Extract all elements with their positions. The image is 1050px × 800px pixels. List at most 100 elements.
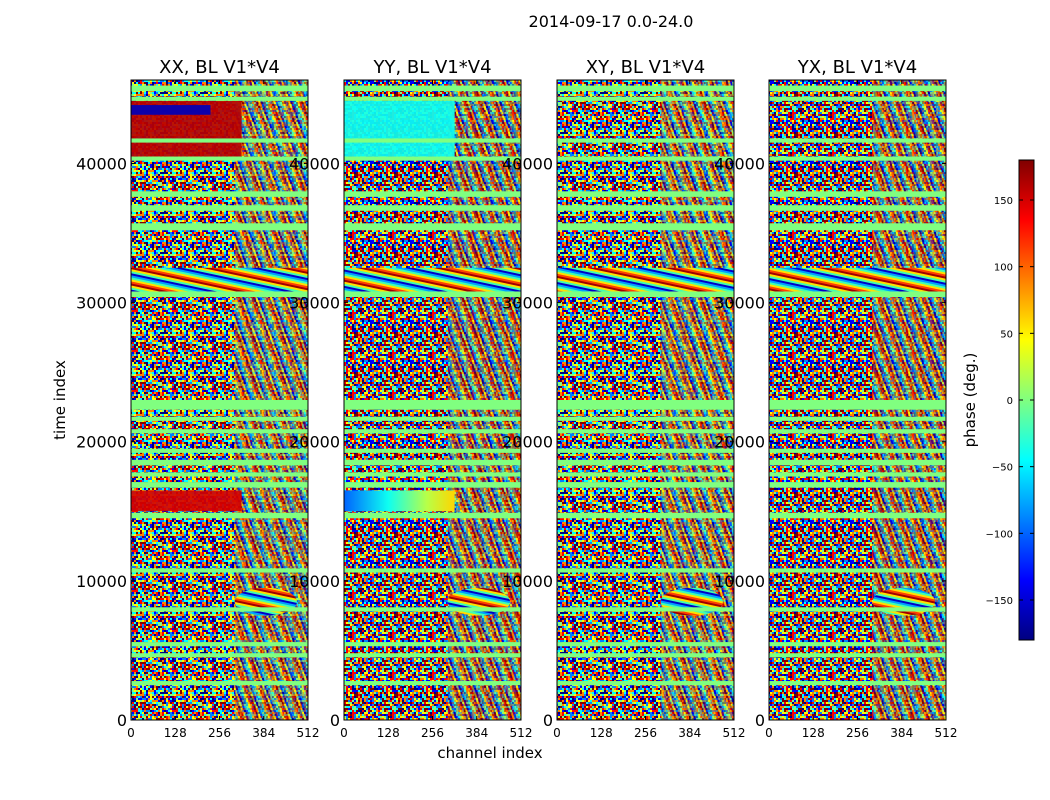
y-tick-label: 40000 [289, 154, 340, 173]
flagged-band [344, 416, 521, 421]
flagged-band [344, 429, 521, 434]
flagged-band [769, 138, 946, 143]
flagged-band [557, 681, 734, 686]
flagged-band [769, 642, 946, 647]
x-tick-label: 0 [340, 726, 348, 740]
flagged-band [557, 223, 734, 231]
panel-title-xx: XX, BL V1*V4 [159, 57, 280, 78]
feature-fringe-wedge-xx [131, 267, 308, 295]
y-tick-label: 0 [755, 711, 765, 730]
x-tick-label: 512 [510, 726, 533, 740]
flagged-band [344, 512, 521, 519]
panel-xy [556, 79, 735, 721]
flagged-band [131, 429, 308, 434]
panel-yy [343, 79, 522, 721]
colorbar-tick-label: 0 [1007, 396, 1013, 407]
y-tick-label: 30000 [76, 294, 127, 313]
flagged-band [769, 482, 946, 488]
flagged-band [344, 96, 521, 101]
flagged-band [131, 512, 308, 519]
flagged-band [344, 291, 521, 298]
flagged-band [557, 512, 734, 519]
panel-title-xy: XY, BL V1*V4 [586, 57, 705, 78]
feature-fringe-wedge-yx [769, 267, 946, 295]
y-tick-label: 10000 [502, 572, 553, 591]
flagged-band [769, 681, 946, 686]
flagged-band [557, 429, 734, 434]
flagged-band [769, 472, 946, 477]
feature-blue-streak-xx [131, 105, 211, 115]
x-axis-label: channel index [437, 744, 542, 762]
flagged-band [344, 138, 521, 143]
feature-fringe-blob-xy [660, 587, 723, 616]
colorbar-tick-label: −100 [986, 529, 1013, 540]
x-tick-label: 384 [252, 726, 275, 740]
feature-fringe-wedge-yy [344, 267, 521, 295]
flagged-band [131, 416, 308, 421]
flagged-band [769, 448, 946, 453]
flagged-band [344, 156, 521, 161]
y-tick-label: 10000 [289, 572, 340, 591]
flagged-band [131, 156, 308, 161]
y-tick-label: 40000 [714, 154, 765, 173]
flagged-band [557, 291, 734, 298]
flagged-band [344, 223, 521, 231]
flagged-band [557, 653, 734, 658]
feature-gradient-block-yy [344, 490, 455, 512]
flagged-band [769, 96, 946, 101]
flagged-band [131, 482, 308, 488]
y-axis-label: time index [51, 360, 69, 440]
flagged-band [557, 85, 734, 92]
flagged-band [769, 653, 946, 658]
x-tick-label: 128 [377, 726, 400, 740]
y-tick-label: 0 [330, 711, 340, 730]
flagged-band [557, 138, 734, 143]
colorbar-tick-label: 50 [1000, 329, 1013, 340]
flagged-band [344, 681, 521, 686]
flagged-band [344, 85, 521, 92]
flagged-band [131, 191, 308, 197]
flagged-band [769, 223, 946, 231]
flagged-band [769, 191, 946, 197]
y-tick-label: 20000 [714, 433, 765, 452]
x-tick-label: 512 [723, 726, 746, 740]
y-tick-label: 40000 [76, 154, 127, 173]
flagged-band [769, 429, 946, 434]
feature-fringe-blob-xx [234, 587, 297, 616]
flagged-band [557, 482, 734, 488]
flagged-band [344, 459, 521, 466]
x-tick-label: 384 [678, 726, 701, 740]
flagged-band [769, 291, 946, 298]
x-tick-label: 0 [765, 726, 773, 740]
flagged-band [769, 459, 946, 466]
flagged-band [131, 642, 308, 647]
x-tick-label: 256 [421, 726, 444, 740]
x-tick-label: 256 [634, 726, 657, 740]
flagged-band [131, 472, 308, 477]
flagged-band [557, 416, 734, 421]
x-tick-label: 128 [164, 726, 187, 740]
flagged-band [557, 459, 734, 466]
flagged-band [769, 205, 946, 211]
y-tick-label: 40000 [502, 154, 553, 173]
flagged-band [344, 568, 521, 573]
flagged-band [557, 448, 734, 453]
x-tick-label: 512 [297, 726, 320, 740]
flagged-band [557, 607, 734, 612]
flagged-band [557, 642, 734, 647]
flagged-band [131, 459, 308, 466]
flagged-band [557, 472, 734, 477]
flagged-band [557, 191, 734, 197]
flagged-band [769, 607, 946, 612]
x-tick-label: 384 [890, 726, 913, 740]
panel-yx [768, 79, 947, 721]
flagged-band [344, 448, 521, 453]
x-tick-label: 512 [935, 726, 958, 740]
y-tick-label: 10000 [76, 572, 127, 591]
x-tick-label: 0 [127, 726, 135, 740]
flagged-band [769, 85, 946, 92]
feature-fringe-blob-yx [872, 587, 935, 616]
flagged-band [557, 205, 734, 211]
x-tick-label: 128 [590, 726, 613, 740]
